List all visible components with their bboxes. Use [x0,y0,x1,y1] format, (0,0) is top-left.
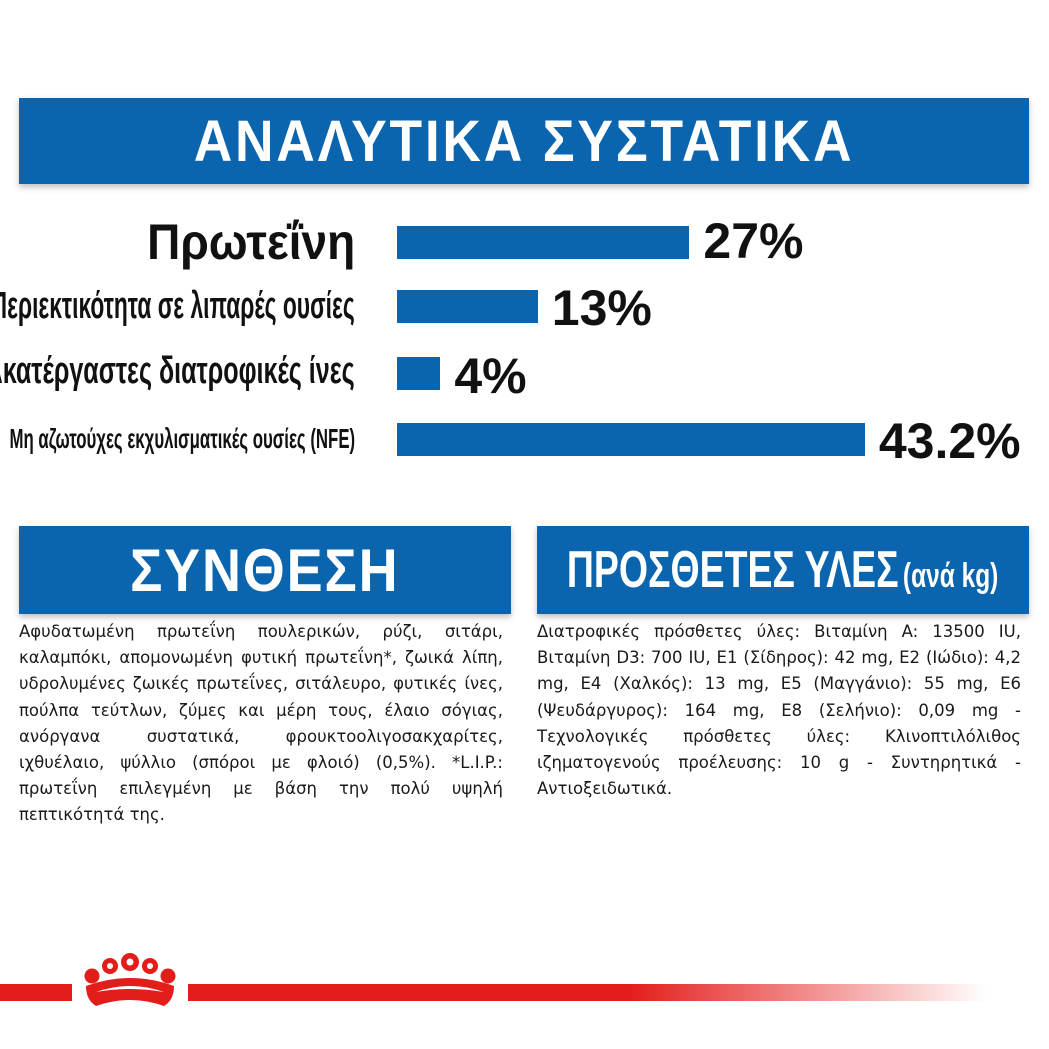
nutrient-bar [397,226,690,259]
analytical-constituents-banner: ΑΝΑΛΥΤΙΚΑ ΣΥΣΤΑΤΙΚΑ [19,98,1029,184]
nutrient-label: Ακατέργαστες διατροφικές ίνες [0,350,355,392]
nutrient-bar [397,290,538,323]
nutrient-label: Μη αζωτούχες εκχυλισματικές ουσίες (NFE) [9,423,355,454]
nutrient-label: Πρωτεΐνη [146,214,355,270]
nutrient-value: 4% [454,348,527,404]
nutrient-value: 43.2% [878,413,1021,469]
additives-title: ΠΡΟΣΘΕΤΕΣ ΥΛΕΣ [567,541,900,599]
footer-red-line-left [0,984,72,1001]
nutrient-bar [397,423,865,456]
footer-red-line-right [188,984,988,1001]
additives-text: Διατροφικές πρόσθετες ύλες: Βιταμίνη A: … [537,622,1021,799]
composition-title: ΣΥΝΘΕΣΗ [130,536,400,604]
composition-text: Αφυδατωμένη πρωτεΐνη πουλερικών, ρύζι, σ… [19,622,503,825]
analytical-constituents-title: ΑΝΑΛΥΤΙΚΑ ΣΥΣΤΑΤΙΚΑ [193,108,855,174]
additives-banner: ΠΡΟΣΘΕΤΕΣ ΥΛΕΣ (ανά kg) [537,526,1029,614]
additives-unit: (ανά kg) [903,557,999,595]
composition-banner: ΣΥΝΘΕΣΗ [19,526,511,614]
nutrient-bar [397,357,441,390]
royal-canin-crown-icon [84,953,176,1006]
nutrient-value: 13% [551,280,652,336]
nutrient-label: Περιεκτικότητα σε λιπαρές ουσίες [0,285,355,327]
nutrient-value: 27% [703,213,804,269]
additives-title-wrap: ΠΡΟΣΘΕΤΕΣ ΥΛΕΣ (ανά kg) [567,540,998,600]
